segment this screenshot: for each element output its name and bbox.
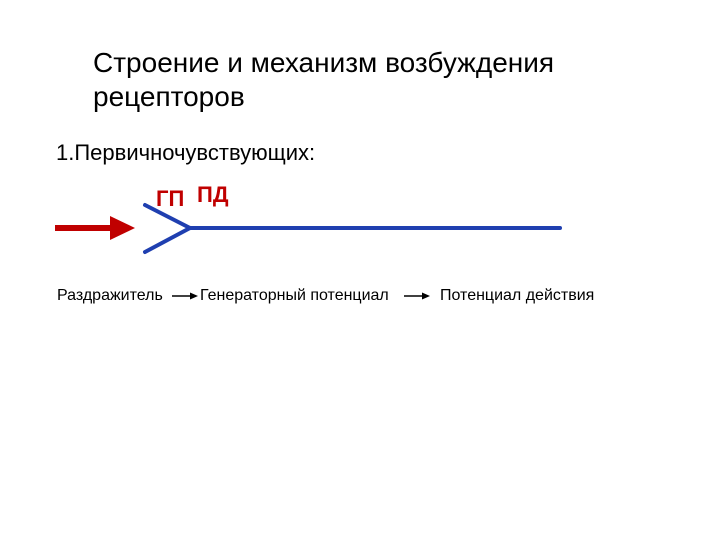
flow-label-action: Потенциал действия [440,287,594,305]
neuron-branch-bottom [145,228,190,252]
flow-label-generator: Генераторный потенциал [200,287,389,305]
neuron-branch-top [145,205,190,228]
slide-root: Строение и механизм возбуждения рецептор… [0,0,720,540]
flow-arrow-2 [404,293,430,300]
stimulus-arrow-head [110,216,135,240]
flow-arrow-1 [172,293,198,300]
flow-label-stimulus: Раздражитель [57,287,163,305]
diagram-svg [0,0,720,540]
